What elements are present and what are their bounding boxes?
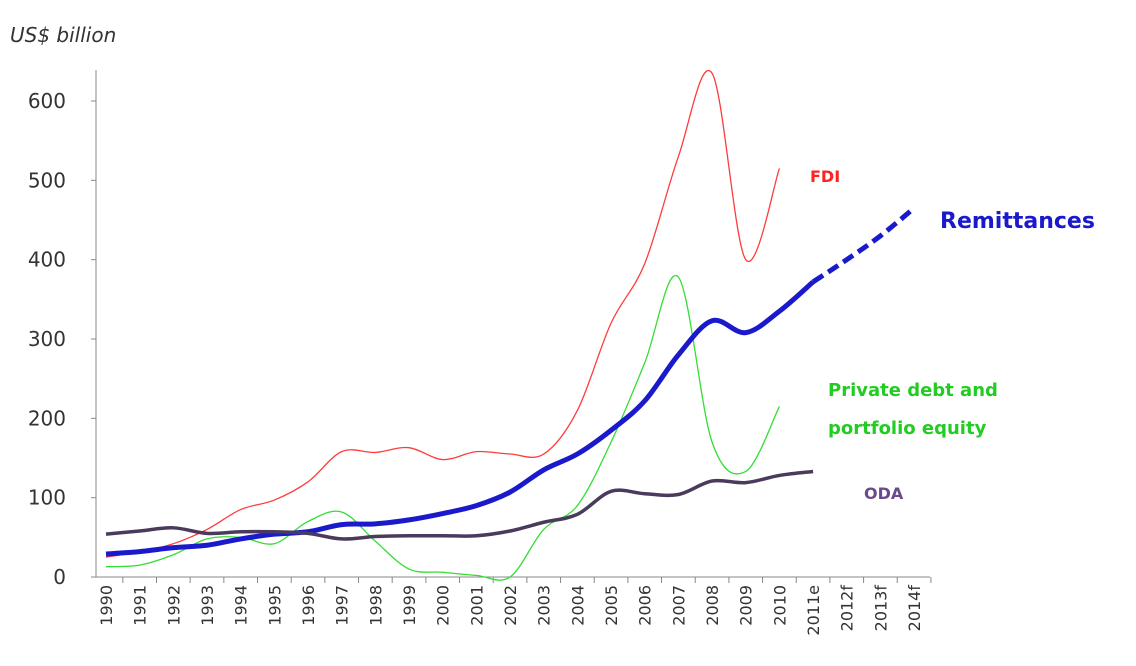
x-tick-label: 1998 <box>366 585 385 626</box>
series-line <box>105 469 814 541</box>
x-tick-label: 2006 <box>636 585 655 626</box>
x-tick-label: 2004 <box>568 585 587 626</box>
series-label: Private debt and portfolio equity <box>828 380 998 439</box>
x-tick-label: 2008 <box>703 585 722 626</box>
x-tick-label: 1995 <box>265 585 284 626</box>
series-line <box>105 279 815 557</box>
x-tick-label: 2013f <box>871 585 890 632</box>
y-tick-label: 600 <box>28 89 66 113</box>
x-tick-label: 2014f <box>905 585 924 632</box>
x-tick-label: 1997 <box>333 585 352 626</box>
x-tick-label: 1994 <box>232 585 251 626</box>
series-label: Remittances <box>940 209 1095 234</box>
series-line <box>105 70 781 558</box>
x-tick-label: 1999 <box>400 585 419 626</box>
x-tick-label: 2003 <box>535 585 554 626</box>
x-tick-label: 1993 <box>198 585 217 626</box>
y-tick-label: 300 <box>28 327 66 351</box>
x-tick-label: 2000 <box>434 585 453 626</box>
x-tick-label: 1992 <box>164 585 183 626</box>
series-label: FDI <box>810 167 841 186</box>
y-tick-label: 200 <box>28 406 66 430</box>
x-tick-label: 2009 <box>737 585 756 626</box>
x-tick-label: 2007 <box>669 585 688 626</box>
y-axis-label: US$ billion <box>10 23 116 47</box>
series-line <box>105 274 780 581</box>
x-tick-label: 1990 <box>97 585 116 626</box>
series-line <box>811 206 916 284</box>
x-tick-label: 1991 <box>131 585 150 626</box>
y-tick-label: 0 <box>53 565 66 589</box>
x-tick-label: 2012f <box>838 585 857 632</box>
x-tick-label: 1996 <box>299 585 318 626</box>
x-tick-label: 2001 <box>467 585 486 626</box>
x-tick-label: 2005 <box>602 585 621 626</box>
x-tick-label: 2010 <box>770 585 789 626</box>
y-tick-label: 500 <box>28 168 66 192</box>
x-tick-label: 2011e <box>804 585 823 636</box>
series-label: ODA <box>864 484 904 503</box>
y-tick-label: 100 <box>28 486 66 510</box>
x-tick-label: 2002 <box>501 585 520 626</box>
y-tick-label: 400 <box>28 248 66 272</box>
